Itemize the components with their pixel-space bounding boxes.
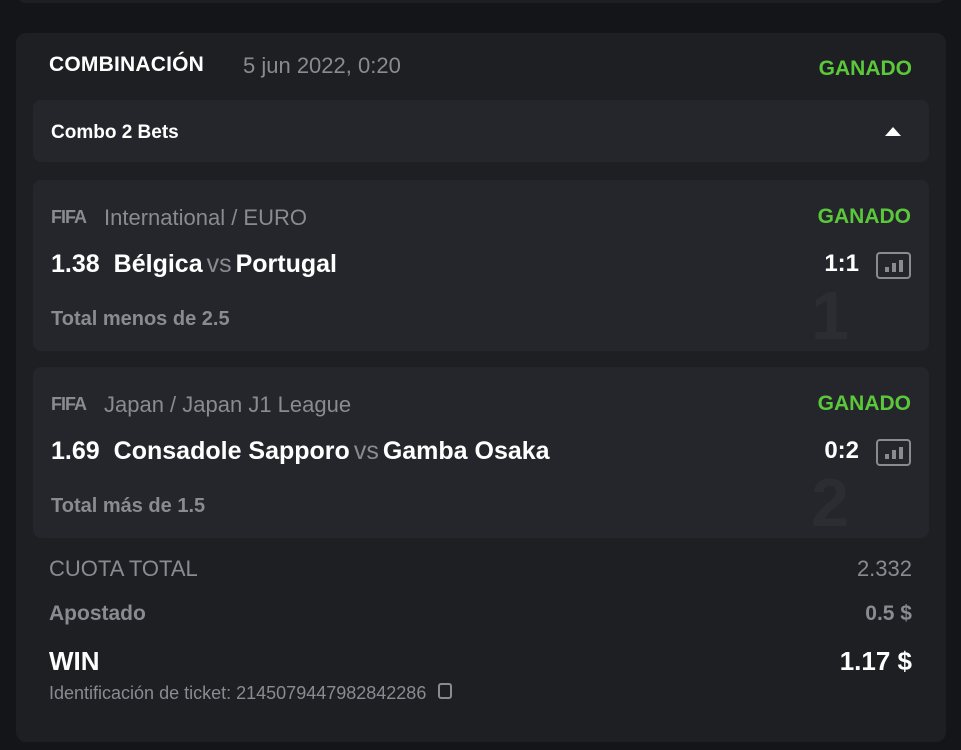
score: 1:1 (824, 250, 859, 277)
away-team: Gamba Osaka (382, 437, 550, 465)
ticket-id: 2145079447982842286 (236, 683, 427, 703)
ticket-id-label: Identificación de ticket: (49, 683, 232, 703)
match: 1.69 Consadole Sapporo vs Gamba Osaka (51, 437, 550, 466)
away-team: Portugal (235, 250, 338, 278)
bet-item: 1 FIFA International / EURO GANADO 1.38 B… (33, 180, 929, 351)
bet-date: 5 jun 2022, 0:20 (243, 53, 401, 78)
win-value: 1.17 $ (839, 646, 912, 676)
league: Japan / Japan J1 League (104, 392, 352, 417)
match: 1.38 Bélgica vs Portugal (51, 250, 337, 279)
home-team: Consadole Sapporo (113, 437, 350, 465)
bet-index-watermark: 2 (811, 465, 849, 538)
bet-type: COMBINACIÓN (49, 53, 205, 76)
bet-status: GANADO (817, 205, 911, 228)
fifa-logo-icon: FIFA (51, 394, 87, 414)
bet-index-watermark: 1 (811, 278, 849, 351)
copy-icon[interactable] (438, 683, 453, 699)
ticket-card: COMBINACIÓN 5 jun 2022, 0:20 GANADO Comb… (16, 33, 946, 742)
statistics-icon[interactable] (876, 252, 911, 279)
ticket-id-row: Identificación de ticket: 21450794479828… (49, 683, 912, 704)
previous-ticket-card (16, 0, 946, 3)
vs: vs (353, 437, 379, 465)
statistics-icon[interactable] (876, 439, 911, 466)
bet-status: GANADO (817, 392, 911, 415)
score: 0:2 (824, 437, 859, 464)
league: International / EURO (104, 205, 307, 230)
vs: vs (206, 250, 232, 278)
total-odds-label: CUOTA TOTAL (49, 556, 198, 581)
market: Total más de 1.5 (51, 495, 206, 517)
staked-value: 0.5 $ (865, 602, 912, 625)
staked-row: Apostado 0.5 $ (49, 602, 912, 626)
bet-item: 2 FIFA Japan / Japan J1 League GANADO 1.… (33, 367, 929, 538)
home-team: Bélgica (113, 250, 203, 278)
win-label: WIN (49, 646, 100, 676)
odd: 1.69 (51, 437, 100, 465)
fifa-logo-icon: FIFA (51, 207, 87, 227)
total-odds-value: 2.332 (856, 556, 912, 581)
market: Total menos de 2.5 (51, 308, 230, 330)
ticket-status: GANADO (818, 57, 912, 80)
combo-toggle[interactable]: Combo 2 Bets (33, 100, 929, 162)
win-row: WIN 1.17 $ (49, 646, 912, 677)
staked-label: Apostado (49, 602, 146, 625)
odd: 1.38 (51, 250, 100, 278)
caret-up-icon[interactable] (885, 127, 901, 136)
combo-label: Combo 2 Bets (51, 122, 179, 143)
total-odds-row: CUOTA TOTAL 2.332 (49, 556, 912, 582)
